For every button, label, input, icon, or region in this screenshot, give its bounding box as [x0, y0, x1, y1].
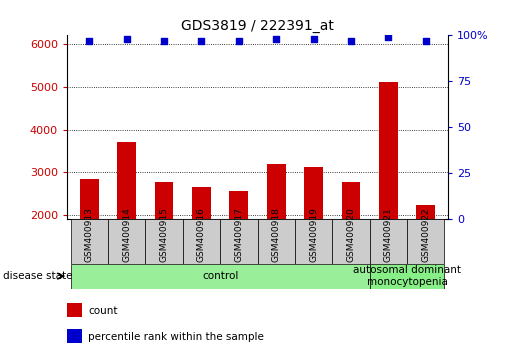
Bar — [192, 187, 211, 301]
Bar — [67, 303, 82, 317]
Bar — [67, 329, 82, 343]
Bar — [154, 182, 174, 301]
Point — [310, 36, 318, 42]
Point — [123, 36, 131, 42]
Bar — [341, 182, 360, 301]
Bar — [370, 219, 407, 264]
Point — [197, 38, 205, 44]
Text: GSM400919: GSM400919 — [309, 207, 318, 262]
Text: disease state: disease state — [3, 271, 72, 281]
Point — [160, 38, 168, 44]
Point — [421, 38, 430, 44]
Bar — [220, 219, 258, 264]
Text: GSM400913: GSM400913 — [85, 207, 94, 262]
Bar — [295, 219, 332, 264]
Text: control: control — [202, 271, 238, 281]
Point — [272, 36, 280, 42]
Text: GSM400921: GSM400921 — [384, 207, 393, 262]
Text: GSM400920: GSM400920 — [347, 207, 355, 262]
Bar — [117, 142, 136, 301]
Bar — [304, 167, 323, 301]
Bar — [230, 191, 248, 301]
Text: percentile rank within the sample: percentile rank within the sample — [88, 332, 264, 342]
Bar — [80, 179, 99, 301]
Bar — [108, 219, 145, 264]
Bar — [267, 164, 285, 301]
Bar — [379, 82, 398, 301]
Bar — [258, 219, 295, 264]
Bar — [416, 205, 435, 301]
Bar — [71, 219, 108, 264]
Bar — [370, 264, 444, 289]
Bar — [332, 219, 370, 264]
Bar — [407, 219, 444, 264]
Point — [235, 38, 243, 44]
Text: GSM400915: GSM400915 — [160, 207, 168, 262]
Point — [347, 38, 355, 44]
Point — [85, 38, 94, 44]
Title: GDS3819 / 222391_at: GDS3819 / 222391_at — [181, 19, 334, 33]
Text: GSM400914: GSM400914 — [122, 207, 131, 262]
Bar — [183, 219, 220, 264]
Text: GSM400922: GSM400922 — [421, 207, 430, 262]
Point — [384, 34, 392, 40]
Text: GSM400917: GSM400917 — [234, 207, 243, 262]
Bar — [145, 219, 183, 264]
Text: autosomal dominant
monocytopenia: autosomal dominant monocytopenia — [353, 265, 461, 287]
Text: GSM400916: GSM400916 — [197, 207, 206, 262]
Bar — [71, 264, 370, 289]
Text: count: count — [88, 306, 117, 316]
Text: GSM400918: GSM400918 — [272, 207, 281, 262]
